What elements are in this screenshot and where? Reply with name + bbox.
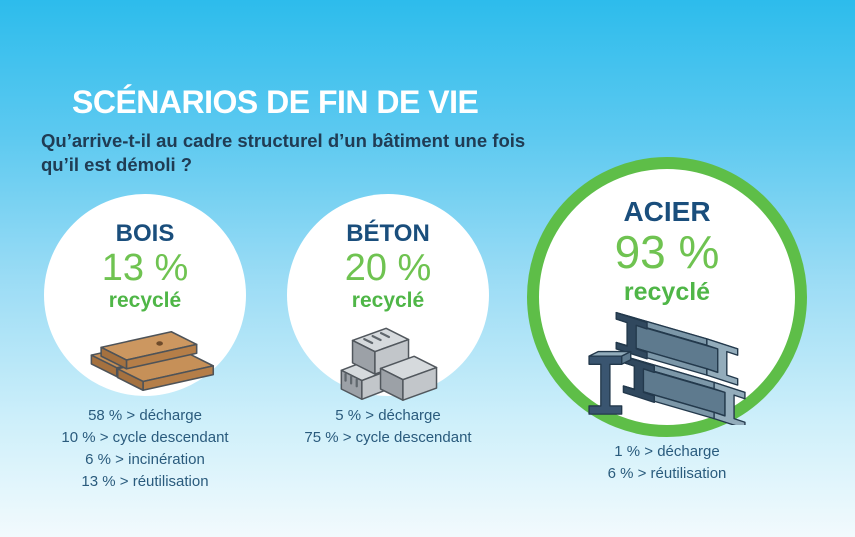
material-name: ACIER (623, 196, 711, 227)
acier-highlight-ring: ACIER 93 % recyclé (527, 157, 807, 437)
recycled-percent: 93 % (614, 226, 720, 278)
stat-line: 1 % > décharge (614, 443, 720, 460)
material-name: BÉTON (346, 220, 430, 247)
concrete-blocks-icon (332, 316, 444, 406)
bois-circle: BOIS 13 % recyclé (44, 194, 246, 396)
page-subtitle: Qu’arrive-t-il au cadre structurel d’un … (41, 130, 526, 175)
stat-line: 6 % > incinération (85, 451, 205, 468)
beton-circle: BÉTON 20 % recyclé (287, 194, 489, 401)
recycled-percent: 20 % (344, 247, 432, 289)
recycled-percent: 13 % (101, 247, 189, 289)
stats-list: 5 % > décharge 75 % > cycle descendant (287, 405, 489, 449)
stat-line: 10 % > cycle descendant (61, 429, 229, 446)
stat-line: 13 % > réutilisation (81, 473, 209, 490)
material-card-beton: BÉTON 20 % recyclé (287, 194, 489, 449)
stat-line: 58 % > décharge (88, 407, 202, 424)
page-title: SCÉNARIOS DE FIN DE VIE (72, 84, 479, 120)
material-card-bois: BOIS 13 % recyclé (44, 194, 246, 493)
steel-beams-icon (576, 309, 758, 429)
material-name: BOIS (115, 220, 175, 247)
stat-line: 5 % > décharge (335, 407, 441, 424)
stat-line: 75 % > cycle descendant (304, 429, 472, 446)
stat-line: 6 % > réutilisation (607, 465, 727, 482)
recycled-label: recyclé (108, 289, 182, 313)
stats-list: 58 % > décharge 10 % > cycle descendant … (44, 405, 246, 493)
stats-list: 1 % > décharge 6 % > réutilisation (527, 441, 807, 485)
wood-planks-icon (71, 322, 219, 400)
recycled-label: recyclé (623, 277, 711, 306)
recycled-label: recyclé (351, 289, 425, 313)
material-card-acier: ACIER 93 % recyclé (527, 157, 807, 485)
